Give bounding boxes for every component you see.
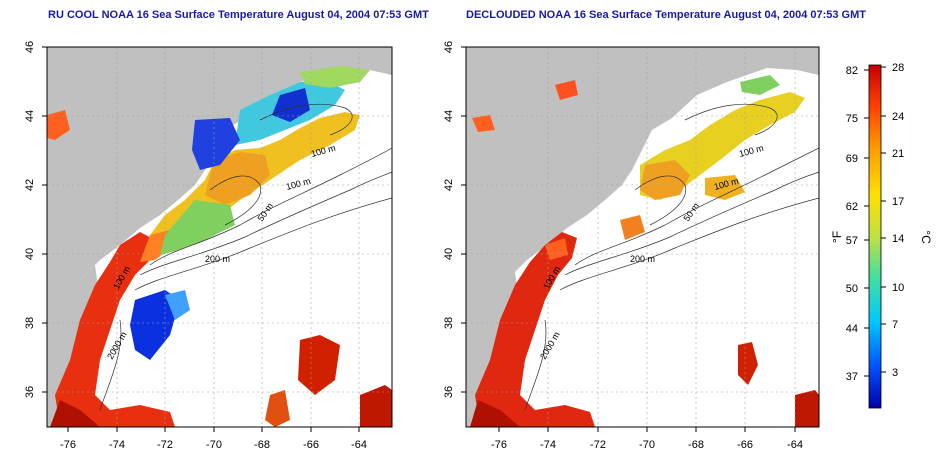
right-y-tick: 40 bbox=[443, 248, 455, 260]
colorbar-c-tick: 21 bbox=[892, 148, 904, 160]
left-x-tick: -70 bbox=[206, 439, 222, 451]
left-contour-label-4: 200 m bbox=[205, 254, 230, 264]
colorbar-f-tick: 75 bbox=[846, 113, 858, 125]
colorbar-f-tick: 50 bbox=[846, 283, 858, 295]
colorbar-c-tick: 28 bbox=[892, 62, 904, 74]
fahrenheit-unit-label: °F bbox=[830, 231, 844, 243]
temperature-colorbar: 82 75 69 62 57 50 44 37 28 24 21 17 14 1… bbox=[830, 62, 933, 409]
colorbar-c-tick: 10 bbox=[892, 282, 904, 294]
colorbar-c-tick: 7 bbox=[892, 319, 898, 331]
right-y-tick: 44 bbox=[443, 110, 455, 122]
right-panel-title: DECLOUDED NOAA 16 Sea Surface Temperatur… bbox=[466, 9, 866, 21]
left-coastal-warm-water bbox=[55, 232, 175, 427]
left-cold-water-patch bbox=[192, 118, 240, 170]
left-cool-water-patch bbox=[160, 200, 235, 255]
right-x-tick: -76 bbox=[491, 439, 507, 451]
colorbar-f-tick: 82 bbox=[846, 65, 858, 77]
colorbar-c-tick: 14 bbox=[892, 233, 904, 245]
left-y-tick: 46 bbox=[24, 41, 36, 53]
celsius-unit-label: °C bbox=[919, 230, 933, 244]
left-land bbox=[47, 47, 392, 320]
right-x-tick: -64 bbox=[787, 439, 803, 451]
right-x-tick: -74 bbox=[540, 439, 556, 451]
colorbar-c-tick: 24 bbox=[892, 111, 904, 123]
colorbar-f-tick: 37 bbox=[846, 371, 858, 383]
colorbar-c-tick: 3 bbox=[892, 367, 898, 379]
left-panel-title: RU COOL NOAA 16 Sea Surface Temperature … bbox=[48, 9, 429, 21]
right-land bbox=[466, 47, 819, 320]
colorbar-f-tick: 57 bbox=[846, 235, 858, 247]
right-coastal-warm-water bbox=[475, 232, 595, 427]
colorbar-c-tick: 17 bbox=[892, 196, 904, 208]
right-map-panel: 100 m 100 m 50 m 200 m 2000 m 100 m bbox=[443, 41, 820, 451]
right-x-tick: -68 bbox=[688, 439, 704, 451]
right-x-tick: -72 bbox=[590, 439, 606, 451]
right-y-tick: 38 bbox=[443, 317, 455, 329]
right-x-tick: -66 bbox=[737, 439, 753, 451]
right-x-tick: -70 bbox=[639, 439, 655, 451]
colorbar-f-tick: 62 bbox=[846, 201, 858, 213]
left-y-tick: 40 bbox=[24, 248, 36, 260]
left-x-tick: -66 bbox=[303, 439, 319, 451]
right-y-tick: 42 bbox=[443, 179, 455, 191]
left-x-tick: -64 bbox=[351, 439, 367, 451]
colorbar-gradient bbox=[868, 64, 882, 409]
left-y-tick: 38 bbox=[24, 317, 36, 329]
right-y-tick: 46 bbox=[443, 41, 455, 53]
left-x-tick: -72 bbox=[157, 439, 173, 451]
left-map-panel: 100 m 100 m 50 m 200 m 2000 m 100 m bbox=[24, 41, 393, 451]
left-x-tick: -68 bbox=[254, 439, 270, 451]
left-x-tick: -76 bbox=[60, 439, 76, 451]
left-x-tick: -74 bbox=[109, 439, 125, 451]
left-y-tick: 44 bbox=[24, 110, 36, 122]
left-y-tick: 42 bbox=[24, 179, 36, 191]
right-contour-label-4: 200 m bbox=[630, 254, 655, 264]
right-y-tick: 36 bbox=[443, 386, 455, 398]
colorbar-f-tick: 44 bbox=[846, 323, 858, 335]
left-y-tick: 36 bbox=[24, 386, 36, 398]
colorbar-f-tick: 69 bbox=[846, 153, 858, 165]
